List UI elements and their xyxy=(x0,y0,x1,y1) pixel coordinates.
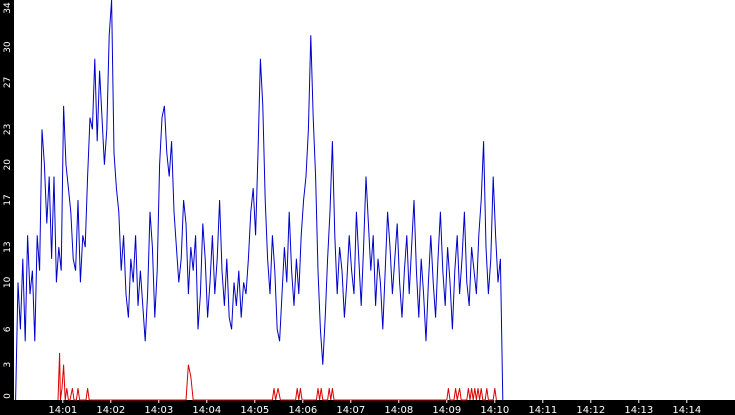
x-tick-label-3: 14:04 xyxy=(192,405,221,415)
y-tick-label-4: 13 xyxy=(3,241,13,252)
y-tick-label-5: 17 xyxy=(3,194,13,205)
y-tick-label-10: 34 xyxy=(3,2,13,14)
x-axis-band xyxy=(0,400,735,415)
y-tick-label-9: 30 xyxy=(3,41,13,53)
x-tick-label-4: 14:05 xyxy=(240,405,269,415)
x-tick-label-1: 14:02 xyxy=(96,405,125,415)
x-tick-label-6: 14:07 xyxy=(336,405,365,415)
x-tick-label-2: 14:03 xyxy=(144,405,173,415)
x-tick-label-9: 14:10 xyxy=(480,405,509,415)
y-tick-label-1: 3 xyxy=(3,362,13,368)
x-tick-label-8: 14:09 xyxy=(432,405,461,415)
x-tick-label-10: 14:11 xyxy=(528,405,557,415)
y-tick-label-0: 0 xyxy=(3,393,13,399)
y-ticks: 0 3 6 10 13 17 20 23 27 30 34 xyxy=(3,2,13,399)
series-line-0 xyxy=(15,0,504,401)
y-tick-label-2: 6 xyxy=(3,326,13,332)
y-tick-label-3: 10 xyxy=(3,276,13,288)
y-tick-label-6: 20 xyxy=(3,159,13,171)
y-tick-label-8: 27 xyxy=(3,77,13,88)
x-tick-label-7: 14:08 xyxy=(384,405,413,415)
y-tick-label-7: 23 xyxy=(3,124,13,135)
x-tick-label-11: 14:12 xyxy=(576,405,605,415)
x-tick-label-0: 14:01 xyxy=(48,405,77,415)
x-tick-label-13: 14:14 xyxy=(672,405,701,415)
x-tick-label-5: 14:06 xyxy=(288,405,317,415)
x-ticks: 14:01 14:02 14:03 14:04 14:05 14:06 14:07 14:08… xyxy=(48,400,701,415)
plot-series xyxy=(15,0,504,401)
series-line-1 xyxy=(57,352,497,401)
y-axis-band xyxy=(0,0,14,400)
x-tick-label-12: 14:13 xyxy=(624,405,653,415)
